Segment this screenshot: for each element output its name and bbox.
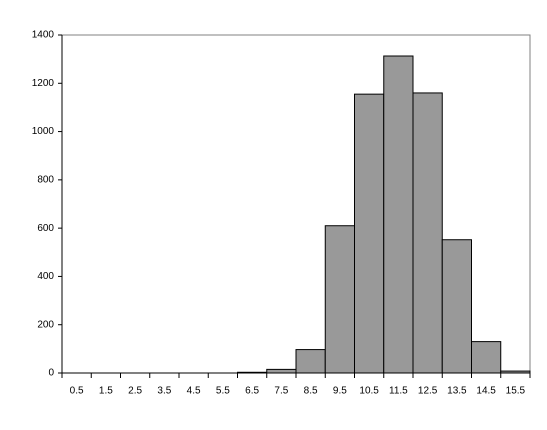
x-tick-label: 12.5 — [418, 386, 438, 397]
x-tick-label: 7.5 — [274, 386, 288, 397]
bar — [412, 92, 443, 374]
x-tick-label: 8.5 — [304, 386, 318, 397]
x-tick-label: 14.5 — [476, 386, 496, 397]
bar — [471, 341, 502, 374]
x-tick-label: 4.5 — [187, 386, 201, 397]
x-tick-label: 5.5 — [216, 386, 230, 397]
bar — [383, 55, 414, 374]
y-tick-label: 1400 — [32, 30, 55, 41]
y-tick-label: 400 — [37, 271, 54, 282]
y-tick-label: 1000 — [32, 126, 55, 137]
x-tick-label: 6.5 — [245, 386, 259, 397]
x-tick-label: 10.5 — [359, 386, 379, 397]
y-tick-label: 600 — [37, 223, 54, 234]
y-tick-label: 800 — [37, 174, 54, 185]
bar — [324, 225, 355, 374]
y-tick-label: 200 — [37, 319, 54, 330]
bar — [441, 239, 472, 374]
bar — [266, 368, 297, 374]
x-tick-label: 11.5 — [389, 386, 408, 397]
y-tick-label: 0 — [48, 368, 54, 379]
x-tick-label: 9.5 — [333, 386, 347, 397]
bar — [295, 349, 326, 374]
x-tick-label: 0.5 — [70, 386, 84, 397]
x-tick-label: 1.5 — [99, 386, 113, 397]
bar — [354, 93, 385, 374]
y-tick-label: 1200 — [32, 78, 55, 89]
x-tick-label: 13.5 — [447, 386, 467, 397]
x-tick-label: 2.5 — [128, 386, 142, 397]
x-tick-label: 3.5 — [157, 386, 171, 397]
x-tick-label: 15.5 — [506, 386, 526, 397]
